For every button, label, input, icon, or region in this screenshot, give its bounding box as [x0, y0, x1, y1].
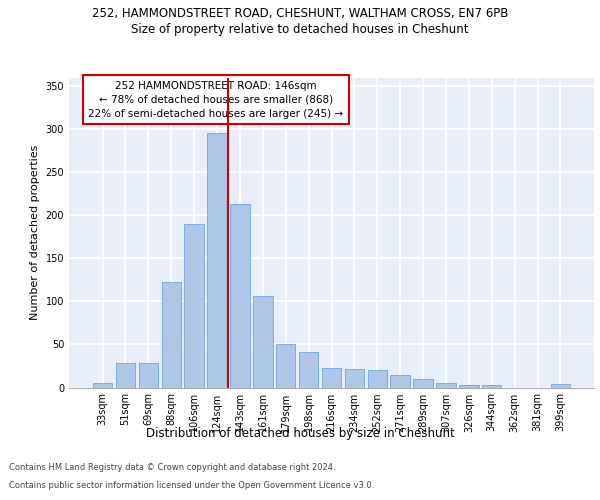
Bar	[299, 352, 319, 388]
Bar	[413, 379, 433, 388]
Bar	[116, 362, 135, 388]
Bar	[368, 370, 387, 388]
Bar	[459, 385, 479, 388]
Bar	[436, 383, 455, 388]
Text: Contains HM Land Registry data © Crown copyright and database right 2024.: Contains HM Land Registry data © Crown c…	[9, 464, 335, 472]
Bar	[139, 362, 158, 388]
Bar	[230, 204, 250, 388]
Bar	[253, 296, 272, 388]
Bar	[161, 282, 181, 388]
Bar	[322, 368, 341, 388]
Bar	[391, 374, 410, 388]
Bar	[276, 344, 295, 388]
Text: 252 HAMMONDSTREET ROAD: 146sqm
← 78% of detached houses are smaller (868)
22% of: 252 HAMMONDSTREET ROAD: 146sqm ← 78% of …	[88, 80, 344, 118]
Bar	[184, 224, 204, 388]
Text: Distribution of detached houses by size in Cheshunt: Distribution of detached houses by size …	[146, 428, 454, 440]
Bar	[344, 368, 364, 388]
Text: Size of property relative to detached houses in Cheshunt: Size of property relative to detached ho…	[131, 22, 469, 36]
Text: 252, HAMMONDSTREET ROAD, CHESHUNT, WALTHAM CROSS, EN7 6PB: 252, HAMMONDSTREET ROAD, CHESHUNT, WALTH…	[92, 8, 508, 20]
Bar	[482, 385, 502, 388]
Text: Contains public sector information licensed under the Open Government Licence v3: Contains public sector information licen…	[9, 481, 374, 490]
Bar	[208, 134, 227, 388]
Bar	[93, 383, 112, 388]
Bar	[551, 384, 570, 388]
Y-axis label: Number of detached properties: Number of detached properties	[30, 145, 40, 320]
